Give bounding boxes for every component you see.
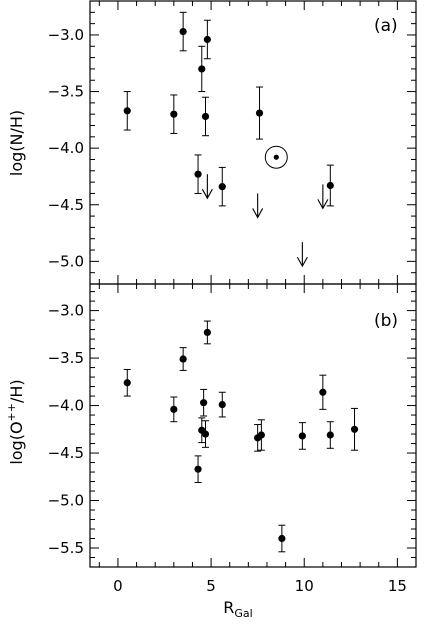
a-point-marker <box>326 181 334 190</box>
a-data-point <box>194 154 202 194</box>
a-data-point <box>326 164 334 207</box>
a-data-point <box>179 11 187 52</box>
a-upper-limit-arrow <box>296 242 308 268</box>
a-upper-limit-arrow <box>252 193 264 219</box>
panel-a-y-axis-label: log(N/H) <box>7 110 26 176</box>
a-arrow-head <box>296 256 308 268</box>
panel-b-y-axis-label-main: log(O <box>7 421 26 464</box>
a-ytick-label: −5.0 <box>48 252 84 270</box>
panel-a-marks <box>123 11 334 268</box>
a-point-marker <box>203 35 211 44</box>
a-data-point <box>198 45 206 93</box>
a-point-marker <box>194 170 202 178</box>
b-data-point <box>179 347 187 371</box>
b-point-marker <box>179 355 187 363</box>
a-point-marker <box>201 112 210 121</box>
a-ytick-label: −3.5 <box>48 83 84 101</box>
sun-symbol <box>264 145 288 169</box>
x-axis-label-main: R <box>223 598 234 617</box>
b-point-marker <box>298 432 306 440</box>
panel-b-y-axis-label-end: /H) <box>7 379 26 403</box>
a-data-point <box>255 86 264 140</box>
a-upper-limit-arrow <box>201 174 213 200</box>
b-data-point <box>326 421 334 449</box>
b-data-point <box>298 422 306 450</box>
a-data-point <box>201 96 210 137</box>
b-data-point <box>278 524 286 553</box>
panel-b-label: (b) <box>374 311 398 331</box>
a-arrow-head <box>201 188 213 200</box>
a-point-marker <box>123 107 131 115</box>
b-xtick-label: 5 <box>206 577 216 595</box>
a-point-marker <box>170 110 178 118</box>
b-data-point <box>123 368 131 397</box>
panel-b-frame <box>89 283 417 568</box>
a-point-marker <box>255 109 264 117</box>
b-point-marker <box>203 328 211 337</box>
b-point-marker <box>319 388 327 396</box>
b-point-marker <box>218 401 226 409</box>
a-arrow-head <box>252 208 264 219</box>
b-point-marker <box>200 399 208 407</box>
panel-a-frame <box>89 0 417 285</box>
x-axis-label-subscript: Gal <box>234 607 252 620</box>
b-ytick-label: −3.5 <box>48 349 84 367</box>
panel-b-y-axis-label: log(O++/H) <box>5 379 26 464</box>
a-upper-limit-arrow <box>317 184 329 210</box>
panel-a-label: (a) <box>374 16 398 36</box>
panel-b-marks <box>123 320 359 553</box>
b-point-marker <box>278 534 286 543</box>
b-data-point <box>194 455 202 483</box>
a-data-point <box>218 166 226 207</box>
b-point-marker <box>257 431 265 439</box>
panel-b-y-axis-label-superscript: ++ <box>5 403 18 421</box>
b-data-point <box>218 391 226 418</box>
b-ytick-label: −4.5 <box>48 444 84 462</box>
a-data-point <box>170 94 178 134</box>
b-ytick-label: −3.0 <box>48 302 84 320</box>
b-data-point <box>198 417 206 444</box>
panel-b-oxygen-abundance: −3.0 −3.5 −4.0 −4.5 −5.0 −5.5 0 5 10 15 (b) log(O… <box>5 283 417 595</box>
a-point-marker <box>198 65 206 73</box>
b-data-point <box>257 419 265 451</box>
b-ytick-label: −4.0 <box>48 397 84 415</box>
panel-a-ticks: −3.0 −3.5 −4.0 −4.5 −5.0 <box>48 0 417 285</box>
b-point-marker <box>170 405 178 413</box>
b-point-marker <box>350 425 359 433</box>
panel-b-ticks: −3.0 −3.5 −4.0 −4.5 −5.0 −5.5 0 5 10 15 <box>48 284 417 595</box>
b-data-point <box>203 320 211 345</box>
a-ytick-label: −4.0 <box>48 139 84 157</box>
b-point-marker <box>326 431 334 439</box>
a-point-marker <box>179 27 187 36</box>
b-point-marker <box>123 379 131 387</box>
b-xtick-label: 10 <box>295 577 314 595</box>
panel-a-nitrogen-abundance: −3.0 −3.5 −4.0 −4.5 −5.0 (a) log(N/H) <box>7 0 417 285</box>
b-ytick-label: −5.5 <box>48 539 84 557</box>
a-ytick-label: −3.0 <box>48 26 84 44</box>
b-data-point <box>201 420 210 448</box>
b-point-marker <box>201 430 210 438</box>
a-data-point <box>203 19 211 60</box>
a-ytick-label: −4.5 <box>48 196 84 214</box>
b-xtick-label: 15 <box>388 577 407 595</box>
b-data-point <box>200 388 208 417</box>
b-point-marker <box>194 465 202 473</box>
b-data-point <box>319 374 327 410</box>
b-data-point <box>350 407 359 451</box>
a-point-marker <box>218 183 226 191</box>
b-ytick-label: −5.0 <box>48 492 84 510</box>
x-axis-label: RGal <box>223 598 252 620</box>
sun-symbol-ring <box>264 145 288 169</box>
sun-symbol-dot <box>273 154 279 160</box>
b-xtick-label: 0 <box>113 577 123 595</box>
b-data-point <box>170 396 178 423</box>
a-arrow-head <box>317 199 329 210</box>
a-data-point <box>123 91 131 131</box>
